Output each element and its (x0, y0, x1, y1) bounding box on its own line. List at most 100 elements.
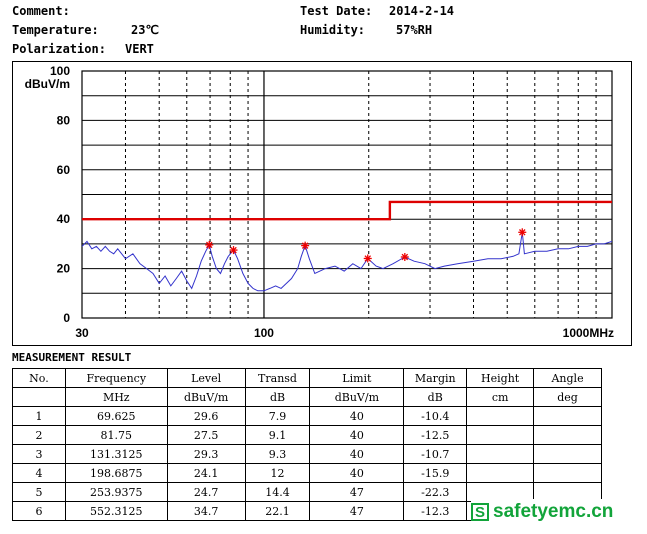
table-cell: 47 (309, 482, 405, 502)
table-cell: dB (403, 387, 468, 407)
y-tick-label: 80 (57, 113, 71, 127)
table-cell: Limit (309, 368, 405, 388)
table-row: 3 131.3125 29.3 9.3 40 -10.7 (12, 444, 602, 464)
peak-marker (205, 240, 214, 249)
table-units-row: MHz dBuV/m dB dBuV/m dB cm deg (12, 387, 602, 407)
table-cell: 40 (309, 444, 405, 464)
table-cell: 3 (12, 444, 66, 464)
safetyemc-logo-icon: S (471, 503, 489, 521)
table-cell: 24.7 (166, 482, 246, 502)
table-cell: 253.9375 (64, 482, 168, 502)
emission-chart-svg: 100 80 60 40 20 0 dBuV/m 30 100 1000MHz (12, 61, 632, 346)
table-cell: 40 (309, 463, 405, 483)
x-tick-label: 100 (254, 326, 274, 340)
table-cell (466, 463, 535, 483)
table-cell: 27.5 (166, 425, 246, 445)
table-cell (466, 444, 535, 464)
table-cell: 7.9 (244, 406, 311, 426)
marker-stroke (205, 241, 213, 249)
temperature-value: 23℃ (131, 23, 159, 37)
y-tick-label: 20 (57, 262, 71, 276)
table-cell: 9.1 (244, 425, 311, 445)
table-cell (533, 406, 602, 426)
peak-marker (229, 246, 238, 255)
table-cell: Height (466, 368, 535, 388)
table-cell: dBuV/m (166, 387, 246, 407)
comment-label: Comment: (12, 4, 70, 18)
polarization-value: VERT (125, 42, 154, 56)
table-cell (533, 463, 602, 483)
table-cell: 34.7 (166, 501, 246, 521)
table-cell: -12.5 (403, 425, 468, 445)
test-date-label: Test Date: (300, 4, 373, 18)
table-cell: No. (12, 368, 66, 388)
table-cell: 14.4 (244, 482, 311, 502)
table-cell: 29.6 (166, 406, 246, 426)
table-cell: dB (244, 387, 311, 407)
table-cell: -12.3 (403, 501, 468, 521)
table-cell: 47 (309, 501, 405, 521)
test-date-value: 2014-2-14 (389, 4, 455, 18)
y-axis-unit: dBuV/m (25, 77, 70, 91)
peak-marker (301, 241, 310, 250)
peak-marker (400, 252, 409, 261)
humidity-value: 57%RH (396, 23, 433, 37)
marker-stroke (301, 242, 309, 249)
y-tick-label: 40 (57, 212, 71, 226)
marker-stroke (401, 253, 409, 261)
table-cell: -15.9 (403, 463, 468, 483)
table-row: 4 198.6875 24.1 12 40 -15.9 (12, 463, 602, 483)
watermark-text: safetyemc.cn (493, 501, 614, 522)
table-cell: 24.1 (166, 463, 246, 483)
table-row: 2 81.75 27.5 9.1 40 -12.5 (12, 425, 602, 445)
table-cell: 131.3125 (64, 444, 168, 464)
table-cell: 9.3 (244, 444, 311, 464)
marker-stroke (230, 246, 237, 254)
table-cell: 81.75 (64, 425, 168, 445)
table-cell (533, 425, 602, 445)
measurement-title: MEASUREMENT RESULT (12, 351, 132, 364)
table-cell: MHz (64, 387, 168, 407)
table-cell: -22.3 (403, 482, 468, 502)
marker-stroke (519, 229, 526, 236)
table-cell: -10.4 (403, 406, 468, 426)
table-cell: 6 (12, 501, 66, 521)
table-cell: 40 (309, 425, 405, 445)
table-cell: Frequency (64, 368, 168, 388)
table-cell (12, 387, 66, 407)
marker-stroke (364, 255, 372, 262)
table-row: 1 69.625 29.6 7.9 40 -10.4 (12, 406, 602, 426)
temperature-label: Temperature: (12, 23, 99, 37)
table-header-row: No. Frequency Level Transd Limit Margin Height… (12, 368, 602, 388)
limit-line (82, 200, 612, 221)
chart-series (81, 200, 613, 292)
peak-marker (363, 254, 372, 263)
measured-trace (81, 232, 613, 292)
peak-marker (518, 228, 527, 237)
table-cell: 5 (12, 482, 66, 502)
chart-outer-border (12, 61, 632, 346)
safetyemc-watermark: S safetyemc.cn (471, 499, 641, 525)
polarization-label: Polarization: (12, 42, 106, 56)
x-tick-label: 1000MHz (563, 326, 614, 340)
table-cell: 4 (12, 463, 66, 483)
table-cell: 12 (244, 463, 311, 483)
table-cell: Transd (244, 368, 311, 388)
table-cell: 69.625 (64, 406, 168, 426)
table-cell: 29.3 (166, 444, 246, 464)
table-cell: 198.6875 (64, 463, 168, 483)
table-cell: Margin (403, 368, 468, 388)
table-cell: Angle (533, 368, 602, 388)
measurement-table: No. Frequency Level Transd Limit Margin Height… (12, 368, 602, 521)
emission-chart: 100 80 60 40 20 0 dBuV/m 30 100 1000MHz (12, 61, 632, 346)
table-cell: -10.7 (403, 444, 468, 464)
table-cell: Level (166, 368, 246, 388)
y-tick-label: 0 (63, 311, 70, 325)
table-cell: 22.1 (244, 501, 311, 521)
table-cell (533, 444, 602, 464)
table-cell (466, 406, 535, 426)
x-tick-label: 30 (75, 326, 89, 340)
table-cell: deg (533, 387, 602, 407)
table-cell: 40 (309, 406, 405, 426)
table-cell (466, 425, 535, 445)
